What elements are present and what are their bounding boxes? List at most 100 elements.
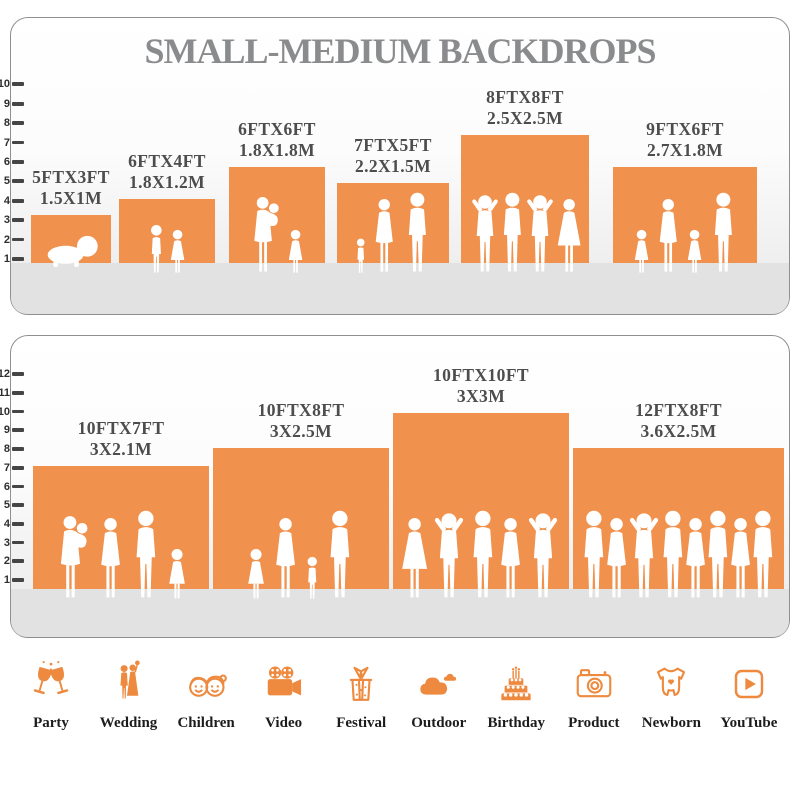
size-meters: 1.8X1.2M [128,172,206,193]
ruler-number: 1 [3,574,10,586]
size-feet: 9FTX6FT [646,119,724,139]
ruler-tick [12,372,24,377]
category-label: Wedding [99,715,158,731]
silhouette-woman [654,198,683,274]
size-meters: 3X2.5M [269,421,333,442]
product-icon [576,669,612,698]
category-video: Video [247,658,321,732]
ruler-tick [12,521,24,526]
backdrop-size-label: 8FTX8FT 2.5X2.5M [435,87,615,130]
silhouette-woman [95,517,126,600]
silhouette-woman [370,198,399,274]
ruler-tick [12,540,24,545]
silhouette-woman-holding-baby [54,515,92,600]
ruler-tick [12,503,24,507]
category-birthday: Birthday [479,658,553,732]
ruler-number: 3 [3,536,10,549]
category-youtube: YouTube [712,658,786,732]
backdrop-bar-10ftx8ft [213,448,389,589]
category-label: Party [33,715,69,731]
ruler-tick [12,391,24,395]
ruler-tick [12,140,24,145]
ruler-number: 7 [3,136,10,149]
size-feet: 10FTX10FT [433,365,529,385]
silhouette-toddler [304,556,321,600]
size-meters: 3X3M [456,386,506,407]
ruler-tick [12,198,24,203]
ruler-tick [12,559,24,564]
size-feet: 5FTX3FT [32,167,110,187]
silhouette-boy [147,224,166,274]
newborn-icon [657,667,686,697]
ruler-number: 4 [3,517,10,530]
silhouette-man [402,192,433,274]
category-wedding: Wedding [92,658,166,732]
birthday-icon [501,666,531,701]
ruler-number: 10 [0,405,10,418]
ruler-number: 9 [3,97,10,110]
panel-small-medium-bottom: 1 2 3 4 5 6 7 8 9 10 11 12 10FTX7FT 3X2.1M 10FTX8FT 3X… [0,335,790,638]
category-label: YouTube [720,715,778,731]
ruler-number: 6 [3,480,10,493]
backdrop-bar-6ftx4ft [119,199,215,263]
category-label: Video [265,715,303,731]
ruler-number: 9 [3,424,10,437]
ruler-tick [12,160,24,164]
silhouette-girl [286,229,305,274]
silhouette-woman-dress [553,198,585,274]
ruler-tick [12,257,24,261]
backdrop-bar-7ftx5ft [337,183,449,263]
size-feet: 8FTX8FT [486,87,564,107]
ruler-number: 7 [3,461,10,474]
category-product: Product [557,658,631,732]
silhouette-girl [632,229,651,274]
ruler-number: 10 [0,78,10,91]
ruler-tick [12,484,24,489]
ruler-number: 12 [0,368,10,381]
category-label: Children [177,715,235,731]
ruler-tick [12,121,24,125]
category-festival: Festival [324,658,398,732]
backdrop-size-label: 6FTX4FT 1.8X1.2M [77,151,257,194]
panel-small-medium-top: SMALL-MEDIUM BACKDROPS 1 2 3 4 5 6 7 8 9 10 5FTX3… [0,17,790,315]
category-outdoor: Outdoor [402,658,476,732]
ruler-tick [12,82,24,87]
silhouette-toddler [354,238,368,274]
category-party: Party [14,658,88,732]
silhouette-man-arms-up [521,512,565,600]
wedding-icon [120,660,140,699]
ruler-number: 2 [3,233,10,246]
size-feet: 6FTX6FT [238,119,316,139]
ruler-number: 8 [3,117,10,130]
silhouette-girl [685,229,704,274]
ruler-number: 2 [3,555,10,568]
ruler-tick [12,428,24,433]
category-label: Newborn [641,715,701,731]
backdrop-size-label: 10FTX10FT 3X3M [391,365,571,408]
ruler-tick [12,179,24,184]
size-feet: 12FTX8FT [635,400,722,420]
ruler-tick [12,409,24,414]
backdrop-size-label: 10FTX8FT 3X2.5M [211,400,391,443]
size-meters: 2.7X1.8M [646,140,724,161]
ruler-tick [12,218,24,222]
ruler-tick [12,465,24,470]
floor-bottom [11,589,789,637]
backdrop-size-label: 10FTX7FT 3X2.1M [31,418,211,461]
ruler-number: 11 [0,387,10,399]
silhouette-man [323,510,357,600]
category-label: Product [568,715,620,731]
ruler-number: 8 [3,443,10,456]
ruler-number: 6 [3,156,10,168]
size-meters: 3X2.1M [89,439,153,460]
category-children: Children [169,658,243,732]
children-icon [189,674,227,697]
silhouette-baby-crawling [42,234,101,268]
size-meters: 2.5X2.5M [486,108,564,129]
category-newborn: Newborn [634,658,708,732]
category-row: Party Wedding [0,658,800,732]
silhouette-man-arms-up [427,512,471,600]
size-meters: 1.8X1.8M [238,140,316,161]
category-label: Outdoor [411,715,467,731]
